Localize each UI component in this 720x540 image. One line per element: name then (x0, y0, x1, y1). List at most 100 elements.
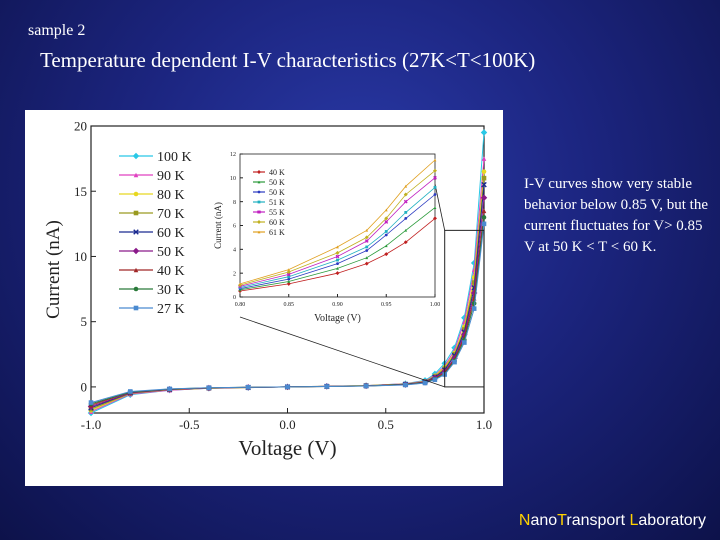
inset-data-point (335, 250, 340, 255)
inset-data-point (365, 249, 369, 252)
inset-legend-label: 40 K (269, 168, 285, 177)
main-legend-marker (133, 267, 139, 273)
inset-legend-label: 61 K (269, 228, 285, 237)
zoom-connector-lines (239, 183, 485, 388)
inset-xtick-label: 1.00 (430, 302, 441, 308)
footer-initial-l: L (629, 512, 639, 529)
inset-legend-label: 51 K (269, 198, 285, 207)
inset-legend-label: 60 K (269, 218, 285, 227)
inset-data-point (433, 185, 437, 189)
main-y-axis-label: Current (nA) (43, 220, 64, 319)
main-legend-marker (132, 152, 140, 160)
inset-data-point (404, 184, 408, 188)
main-data-point (481, 221, 487, 227)
inset-data-point (384, 208, 388, 212)
inset-data-point (384, 244, 388, 248)
main-data-point (422, 380, 428, 386)
inset-legend-marker (257, 220, 261, 224)
main-legend-label: 80 K (157, 188, 185, 203)
inset-y-axis-label: Current (nA) (213, 202, 223, 249)
main-ytick-label: 20 (74, 119, 87, 134)
main-data-point (462, 340, 467, 345)
inset-data-point (336, 267, 339, 270)
main-xtick-label: 0.0 (279, 417, 295, 432)
main-legend-marker (132, 247, 140, 255)
main-ytick-label: 15 (74, 184, 87, 199)
inset-data-point (335, 254, 340, 259)
main-data-point (324, 384, 330, 389)
main-data-point (481, 208, 487, 214)
inset-data-point (404, 228, 408, 232)
inset-legend-marker (257, 200, 261, 204)
inset-data-point (238, 286, 242, 289)
inset-data-point (433, 158, 437, 162)
main-legend-label: 90 K (157, 169, 185, 184)
inset-legend-label: 50 K (269, 178, 285, 187)
main-ytick-label: 0 (81, 379, 88, 394)
main-data-point (88, 400, 94, 405)
inset-xtick-label: 0.80 (235, 302, 246, 308)
inset-data-point (433, 206, 437, 210)
main-data-point (481, 156, 487, 161)
main-legend-label: 60 K (157, 226, 185, 241)
main-data-point (481, 169, 487, 174)
zoom-connector-bottom (239, 316, 445, 388)
inset-ytick-label: 0 (233, 295, 236, 301)
main-legend-label: 100 K (157, 150, 192, 165)
inset-data-point (384, 220, 389, 224)
inset-legend-marker (257, 210, 261, 214)
corner-label: sample 2 (28, 22, 86, 39)
inset-legend-label: 55 K (269, 208, 285, 217)
inset-data-point (433, 193, 437, 196)
inset-data-point (404, 216, 408, 220)
observation-note: I-V curves show very stable behavior bel… (524, 176, 709, 255)
main-ytick-label: 10 (74, 249, 87, 264)
footer-text-ano: ano (530, 512, 558, 529)
inset-xtick-label: 0.90 (332, 302, 343, 308)
inset-data-point (433, 175, 437, 180)
footer-lab-name: NanoTransport Laboratory (519, 512, 706, 530)
inset-data-point (336, 245, 339, 249)
inset-data-point (365, 245, 369, 249)
main-data-point (481, 181, 487, 188)
inset-data-point (335, 271, 340, 276)
main-x-axis-label: Voltage (V) (238, 436, 336, 460)
zoom-connector-top (434, 183, 446, 231)
main-data-point (462, 327, 467, 332)
main-legend-marker (133, 286, 139, 292)
inset-data-point (336, 258, 339, 262)
main-data-point (471, 306, 477, 311)
inset-data-point (287, 275, 291, 279)
main-data-point (167, 386, 172, 392)
inset-ytick-label: 8 (233, 200, 236, 206)
inset-legend-label: 50 K (269, 188, 285, 197)
main-legend-label: 50 K (157, 245, 185, 260)
main-legend-label: 70 K (157, 207, 185, 222)
inset-data-point (365, 256, 369, 260)
zoom-region-box (444, 229, 485, 388)
inset-ytick-label: 12 (230, 152, 236, 158)
main-xtick-label: 1.0 (476, 417, 492, 432)
main-legend-marker (133, 172, 139, 178)
main-data-point (206, 385, 212, 391)
inset-data-point (384, 233, 388, 237)
main-legend-marker (133, 191, 139, 197)
main-data-point (471, 280, 477, 285)
main-data-point (481, 175, 487, 181)
main-ytick-label: 5 (81, 314, 88, 329)
main-legend-label: 27 K (157, 302, 185, 317)
inset-data-point (336, 262, 339, 266)
main-data-point (245, 385, 251, 390)
footer-text-aboratory: aboratory (638, 512, 706, 529)
inset-data-point (287, 280, 291, 283)
main-data-point (285, 384, 290, 390)
main-legend-marker (133, 210, 139, 216)
footer-initial-n: N (518, 512, 531, 529)
inset-xtick-label: 0.95 (381, 302, 392, 308)
main-data-point (432, 377, 438, 383)
main-xtick-label: -1.0 (81, 417, 102, 432)
main-data-point (403, 382, 408, 388)
inset-data-point (384, 230, 388, 233)
main-data-point (363, 383, 369, 389)
